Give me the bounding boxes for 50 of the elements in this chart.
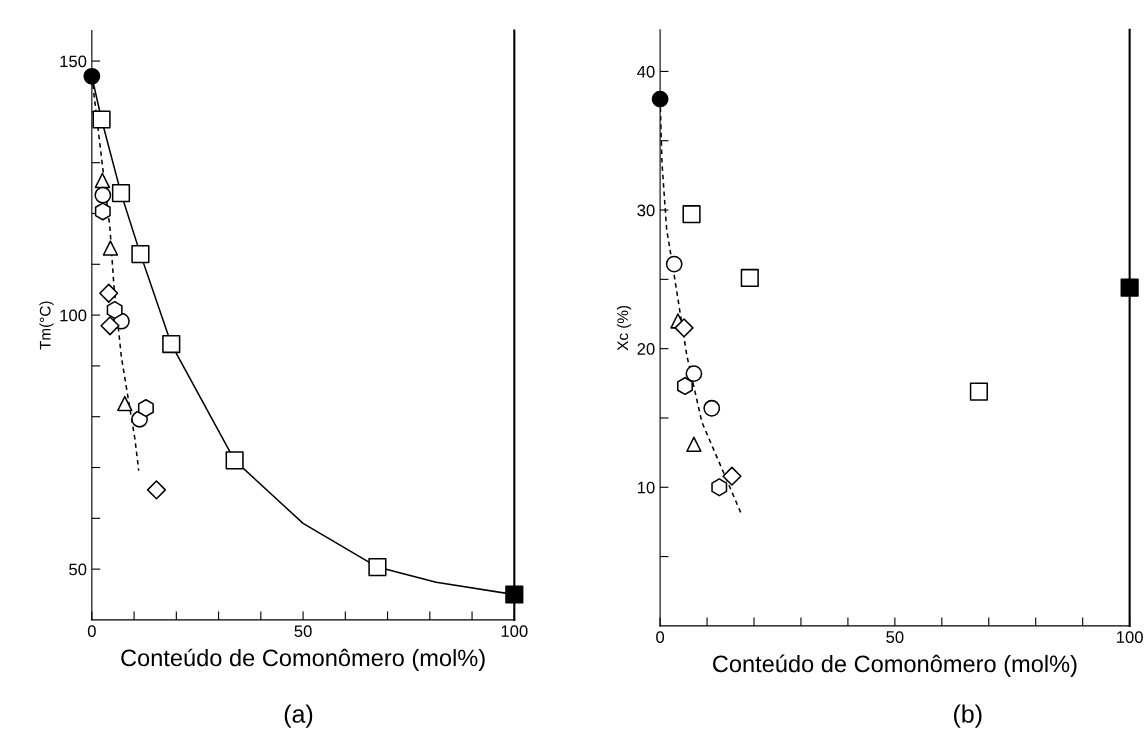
point (651, 90, 669, 108)
y-axis-title: Tm(°C) (39, 301, 54, 350)
x-tick-label: 0 (656, 631, 665, 643)
x-tick-label: 50 (886, 631, 904, 643)
point (368, 557, 387, 577)
y-tick-label: 20 (637, 343, 655, 355)
x-tick-label: 100 (501, 625, 528, 638)
point (686, 436, 702, 453)
point (682, 205, 701, 224)
point (711, 478, 728, 497)
x-axis-title: Conteúdo de Comonômero (mol%) (121, 648, 485, 671)
point (94, 172, 111, 189)
y-tick-label: 150 (60, 55, 87, 68)
y-tick-label: 50 (69, 563, 87, 576)
text: (a) (284, 704, 313, 728)
x-tick-label: 50 (294, 625, 312, 638)
point (722, 466, 742, 486)
point (92, 110, 111, 129)
y-tick-label: 40 (637, 65, 655, 78)
point (740, 268, 759, 288)
point (665, 255, 683, 273)
point (106, 300, 123, 320)
point (137, 398, 154, 418)
point (162, 334, 181, 354)
point (94, 202, 111, 221)
point (674, 318, 694, 338)
point (677, 376, 693, 396)
point (102, 240, 119, 256)
x-axis-title: Conteúdo de Comonômero (mol%) (713, 654, 1077, 677)
text: (b) (954, 704, 982, 728)
point (146, 480, 167, 500)
point (969, 382, 989, 401)
point (225, 451, 244, 470)
x-tick-label: 100 (1117, 631, 1143, 643)
x-tick-label: 0 (87, 625, 96, 638)
point (505, 585, 524, 604)
point (100, 316, 120, 336)
point (94, 186, 112, 204)
point (99, 283, 119, 303)
y-tick-label: 100 (60, 309, 87, 322)
y-axis-title: Xc (%) (616, 305, 632, 351)
point (131, 245, 150, 264)
point (685, 365, 703, 383)
y-tick-label: 30 (637, 204, 655, 217)
point (1120, 278, 1139, 297)
y-tick-label: 10 (637, 481, 655, 494)
point (117, 395, 133, 412)
point (703, 399, 721, 417)
point (83, 67, 101, 85)
point (111, 184, 131, 203)
